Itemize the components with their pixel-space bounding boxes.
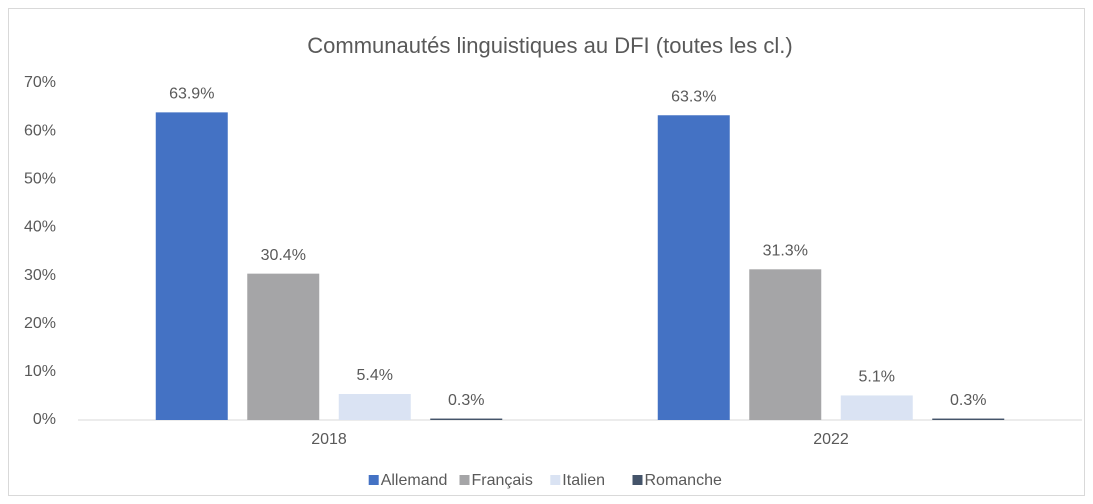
- y-tick-label: 70%: [24, 74, 56, 91]
- data-label: 0.3%: [448, 392, 484, 409]
- x-tick-label: 2018: [311, 431, 347, 448]
- bar: [430, 418, 503, 420]
- data-label: 63.3%: [671, 88, 716, 105]
- y-tick-label: 30%: [24, 267, 56, 284]
- x-tick-label: 2022: [813, 431, 849, 448]
- legend-swatch: [550, 475, 561, 485]
- y-tick-label: 20%: [24, 315, 56, 332]
- y-tick-label: 60%: [24, 122, 56, 139]
- y-tick-label: 40%: [24, 219, 56, 236]
- legend-swatch: [459, 475, 470, 485]
- data-label: 0.3%: [950, 392, 986, 409]
- bar: [932, 418, 1005, 420]
- bar: [840, 395, 913, 420]
- data-label: 5.1%: [859, 369, 895, 386]
- legend-label: Italien: [562, 472, 605, 489]
- data-label: 63.9%: [169, 86, 214, 103]
- data-label: 5.4%: [357, 367, 393, 384]
- legend-label: Allemand: [381, 472, 448, 489]
- bar: [749, 269, 822, 420]
- bar: [338, 394, 411, 420]
- bar: [247, 273, 320, 420]
- data-label: 30.4%: [261, 247, 306, 264]
- legend-swatch: [368, 475, 379, 485]
- y-tick-label: 50%: [24, 171, 56, 188]
- chart-title: Communautés linguistiques au DFI (toutes…: [307, 33, 792, 58]
- bar: [657, 115, 730, 421]
- data-label: 31.3%: [763, 243, 808, 260]
- legend-swatch: [632, 475, 643, 485]
- y-tick-label: 0%: [33, 411, 56, 428]
- bar: [155, 112, 228, 421]
- legend-label: Romanche: [645, 472, 722, 489]
- y-tick-label: 10%: [24, 363, 56, 380]
- legend-label: Français: [472, 472, 533, 489]
